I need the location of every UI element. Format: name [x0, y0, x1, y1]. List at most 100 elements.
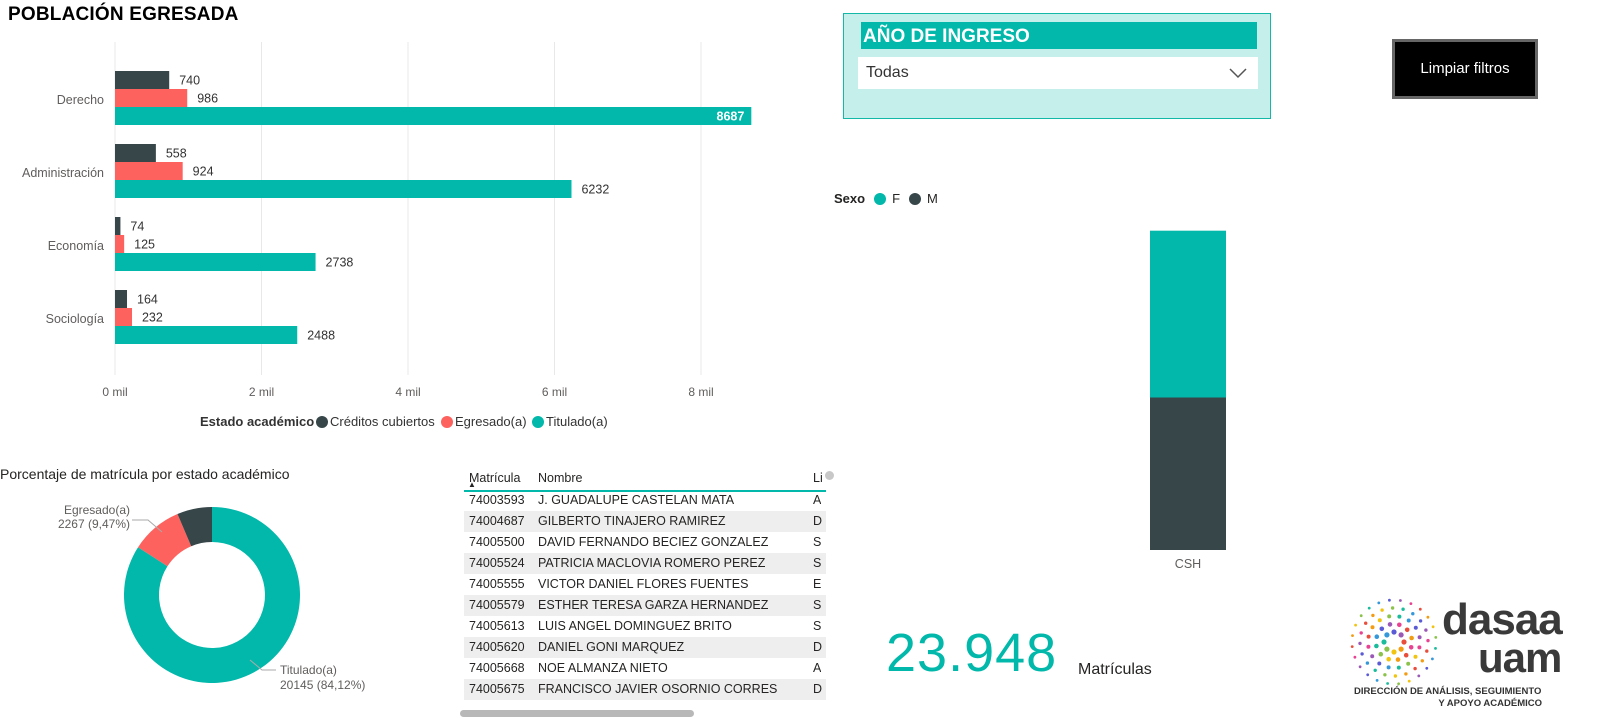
logo-dot	[1425, 649, 1429, 653]
logo-dot	[1379, 626, 1385, 632]
logo-dot	[1366, 673, 1370, 677]
bar-egresado-a-	[115, 89, 188, 107]
logo-dot	[1431, 657, 1434, 661]
bar-cr-ditos-cubiertos	[115, 290, 128, 308]
donut-slice	[138, 514, 192, 567]
stacked-segment-m	[1150, 397, 1226, 550]
cell-nombre: ESTHER TERESA GARZA HERNANDEZ	[538, 598, 769, 612]
column-header-li[interactable]: Li	[813, 471, 823, 485]
data-label: 232	[142, 311, 163, 325]
logo-dot	[1387, 614, 1392, 619]
category-label: Administración	[22, 166, 104, 180]
cell-matricula: 74005620	[469, 640, 525, 654]
logo-dot	[1374, 643, 1379, 649]
cell-matricula: 74005524	[469, 556, 525, 570]
logo-dot	[1370, 654, 1375, 659]
logo-dot	[1386, 682, 1389, 685]
logo-dot	[1390, 606, 1395, 610]
logo-dot	[1407, 679, 1411, 683]
logo-dot	[1404, 672, 1408, 676]
cell-li: A	[813, 493, 822, 507]
logo-subtitle-line1: DIRECCIÓN DE ANÁLISIS, SEGUIMIENTO	[1354, 686, 1542, 697]
cell-matricula: 74005675	[469, 682, 525, 696]
horizontal-scrollbar[interactable]	[460, 710, 694, 717]
data-label: 558	[166, 147, 187, 161]
logo-dot	[1403, 652, 1409, 658]
logo-dot	[1373, 668, 1377, 672]
cell-matricula: 74005555	[469, 577, 525, 591]
table-row[interactable]: 74005675 FRANCISCO JAVIER OSORNIO CORRES D	[464, 679, 826, 700]
logo-dot	[1431, 625, 1435, 629]
logo-dot	[1398, 632, 1404, 638]
slice-label-value: 20145 (84,12%)	[280, 678, 365, 692]
cell-li: S	[813, 619, 822, 633]
donut-slice	[177, 507, 212, 547]
legend-dot	[532, 416, 544, 428]
bar-titulado-a-	[115, 180, 572, 198]
logo-dot	[1393, 674, 1398, 678]
logo-dot	[1426, 615, 1430, 619]
logo-dot	[1408, 645, 1414, 650]
logo-dot	[1406, 661, 1411, 666]
legend-dot	[316, 416, 328, 428]
legend-dot-f	[874, 192, 887, 205]
cell-li: E	[813, 577, 822, 591]
bar-titulado-a-	[115, 326, 298, 344]
logo-dot	[1358, 665, 1362, 669]
slice-label-value: 2267 (9,47%)	[58, 517, 130, 531]
legend-dot-m	[909, 192, 922, 205]
table-row[interactable]: 74004687 GILBERTO TINAJERO RAMIREZ D	[464, 511, 826, 532]
table-row[interactable]: 74005500 DAVID FERNANDO BECIEZ GONZALEZ S	[464, 532, 826, 553]
logo-dot	[1396, 665, 1401, 670]
logo-dot	[1397, 682, 1400, 686]
logo-dot	[1377, 601, 1381, 605]
legend-title: Estado académico	[200, 414, 314, 429]
data-label: 164	[137, 293, 158, 307]
logo-dot	[1420, 659, 1424, 663]
logo-dot	[1381, 639, 1387, 645]
logo-dot	[1409, 602, 1413, 605]
clear-filters-button[interactable]: Limpiar filtros	[1392, 39, 1538, 99]
data-label: 74	[130, 220, 144, 234]
cell-nombre: PATRICIA MACLOVIA ROMERO PEREZ	[538, 556, 766, 570]
data-label: 924	[193, 165, 214, 179]
cell-li: S	[813, 535, 822, 549]
logo-dot	[1409, 635, 1414, 641]
logo-dot	[1386, 656, 1391, 662]
logo-dot	[1401, 607, 1405, 611]
table-row[interactable]: 74005524 PATRICIA MACLOVIA ROMERO PEREZ S	[464, 553, 826, 574]
academic-status-bar-chart: 0 mil 2 mil 4 mil 6 mil 8 mil Derecho 740 986 86…	[22, 42, 752, 429]
cell-matricula: 74005500	[469, 535, 525, 549]
legend-label-f: F	[892, 191, 901, 206]
table-row[interactable]: 74005613 LUIS ANGEL DOMINGUEZ BRITO S	[464, 616, 826, 637]
logo-dot	[1413, 654, 1418, 659]
data-label: 740	[179, 74, 200, 88]
cell-li: D	[813, 514, 823, 528]
vertical-scrollbar-thumb[interactable]	[825, 471, 834, 480]
logo-dot	[1401, 639, 1407, 645]
year-dropdown[interactable]: Todas	[858, 57, 1258, 89]
table-row[interactable]: 74005555 VICTOR DANIEL FLORES FUENTES E	[464, 574, 826, 595]
slice-label-name: Titulado(a)	[280, 663, 337, 677]
logo-dot	[1418, 607, 1422, 611]
table-row[interactable]: 74005668 NOE ALMANZA NIETO A	[464, 658, 826, 679]
sex-stacked-column-chart: CSH	[1150, 230, 1226, 571]
leader-line	[132, 519, 163, 533]
logo-dot	[1367, 606, 1371, 610]
logo-dot	[1374, 634, 1380, 639]
logo-dot	[1364, 621, 1368, 625]
category-label: Sociología	[46, 312, 104, 326]
bar-cr-ditos-cubiertos	[115, 144, 156, 162]
table-row[interactable]: 74003593 J. GUADALUPE CASTELAN MATA A	[464, 490, 826, 511]
cell-nombre: VICTOR DANIEL FLORES FUENTES	[538, 577, 749, 591]
logo-dot	[1380, 608, 1384, 612]
column-header-nombre[interactable]: Nombre	[538, 471, 583, 485]
dropdown-selected-value: Todas	[866, 64, 909, 81]
table-row[interactable]: 74005620 DANIEL GONI MARQUEZ D	[464, 637, 826, 658]
logo-dot	[1434, 647, 1437, 650]
logo-subtitle-line2: Y APOYO ACADÉMICO	[1438, 698, 1542, 709]
column-header-matricula[interactable]: Matrícula	[469, 471, 521, 485]
bar-egresado-a-	[115, 235, 125, 253]
table-row[interactable]: 74005579 ESTHER TERESA GARZA HERNANDEZ S	[464, 595, 826, 616]
logo-dot	[1387, 622, 1393, 627]
